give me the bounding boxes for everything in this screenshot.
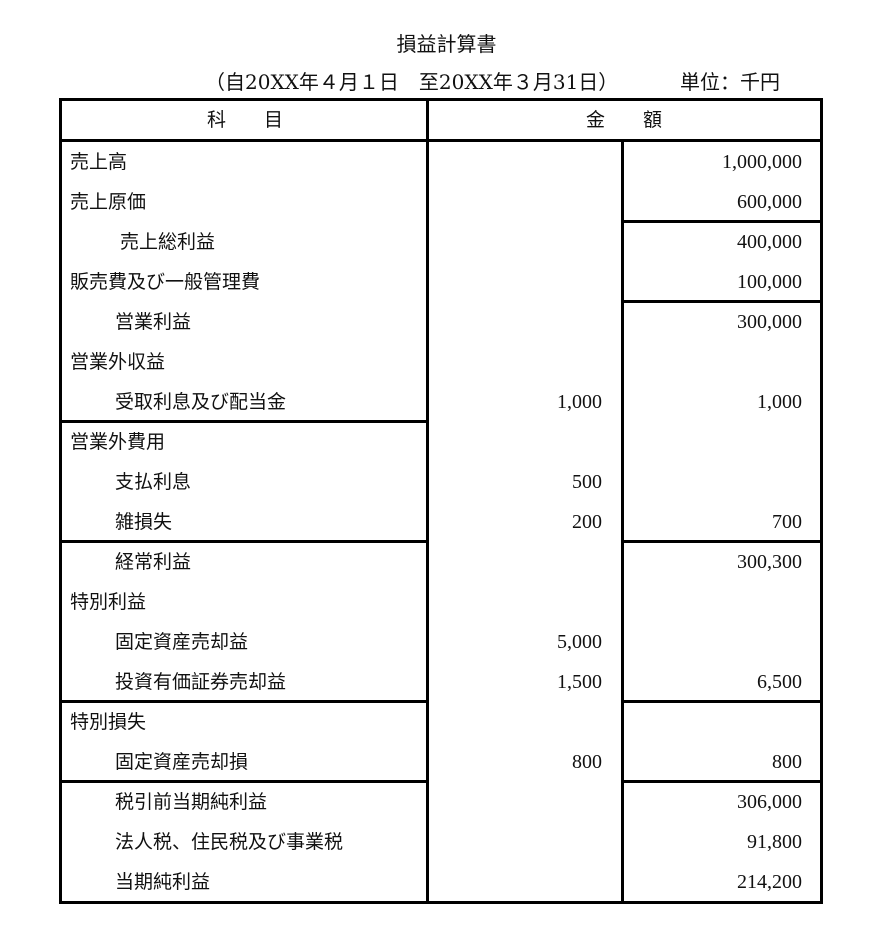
table-row: 営業利益 300,000 [62,302,820,342]
period: （自20XX年４月１日 至20XX年３月31日） [205,70,619,94]
table-row: 営業外費用 [62,422,820,462]
rule-line [62,700,426,703]
table-row: 特別損失 [62,702,820,742]
row-label: 特別損失 [70,711,147,733]
table-row: 経常利益 300,300 [62,542,820,582]
income-statement-table: 科 目 金 額 売上高 1,000,000 売上原価 600,000 売上総利益 400,… [59,98,823,904]
header-item: 科 目 [206,109,283,131]
row-label: 営業利益 [115,311,192,333]
rule-line [621,220,820,223]
total-amount: 400,000 [737,231,802,253]
total-amount: 600,000 [737,191,802,213]
detail-amount: 1,000 [557,391,602,413]
total-amount: 1,000 [757,391,802,413]
table-row: 売上原価 600,000 [62,182,820,222]
row-label: 売上原価 [70,191,147,213]
table-row: 営業外収益 [62,342,820,382]
table-row: 税引前当期純利益 306,000 [62,782,820,822]
row-label: 営業外収益 [70,351,166,373]
total-amount: 300,300 [737,551,802,573]
table-row: 販売費及び一般管理費 100,000 [62,262,820,302]
rule-line [62,540,426,543]
header-amount: 金 額 [585,109,662,131]
detail-amount: 5,000 [557,631,602,653]
row-label: 税引前当期純利益 [115,791,268,813]
total-amount: 800 [772,751,802,773]
row-label: 販売費及び一般管理費 [70,271,261,293]
table-row: 投資有価証券売却益 1,500 6,500 [62,662,820,702]
table-row: 売上高 1,000,000 [62,142,820,182]
table-row: 当期純利益 214,200 [62,862,820,902]
column-divider [426,101,429,901]
detail-amount: 500 [572,471,602,493]
table-row: 受取利息及び配当金 1,000 1,000 [62,382,820,422]
total-amount: 300,000 [737,311,802,333]
rule-line [62,780,426,783]
total-amount: 700 [772,511,802,533]
row-label: 当期純利益 [115,871,211,893]
unit-label: 単位：千円 [680,70,780,94]
row-label: 受取利息及び配当金 [115,391,287,413]
table-row: 売上総利益 400,000 [62,222,820,262]
table-row: 特別利益 [62,582,820,622]
header-divider [62,139,820,142]
detail-amount: 200 [572,511,602,533]
total-amount: 214,200 [737,871,802,893]
rule-line [621,540,820,543]
row-label: 経常利益 [115,551,192,573]
row-label: 固定資産売却益 [115,631,249,653]
table-row: 支払利息 500 [62,462,820,502]
total-amount: 306,000 [737,791,802,813]
row-label: 法人税、住民税及び事業税 [115,831,344,853]
table-row: 固定資産売却益 5,000 [62,622,820,662]
rule-line [62,420,426,423]
total-amount: 6,500 [757,671,802,693]
detail-amount: 1,500 [557,671,602,693]
row-label: 特別利益 [70,591,147,613]
table-row: 法人税、住民税及び事業税 91,800 [62,822,820,862]
table-row: 固定資産売却損 800 800 [62,742,820,782]
total-amount: 91,800 [747,831,802,853]
document-title: 損益計算書 [396,32,497,56]
total-amount: 100,000 [737,271,802,293]
row-label: 営業外費用 [70,431,166,453]
column-divider [621,141,624,901]
total-amount: 1,000,000 [722,151,802,173]
detail-amount: 800 [572,751,602,773]
row-label: 固定資産売却損 [115,751,249,773]
rule-line [621,700,820,703]
row-label: 投資有価証券売却益 [115,671,287,693]
rule-line [621,300,820,303]
row-label: 支払利息 [115,471,192,493]
row-label: 雑損失 [115,511,173,533]
table-row: 雑損失 200 700 [62,502,820,542]
row-label: 売上総利益 [120,231,216,253]
row-label: 売上高 [70,151,128,173]
rule-line [621,780,820,783]
